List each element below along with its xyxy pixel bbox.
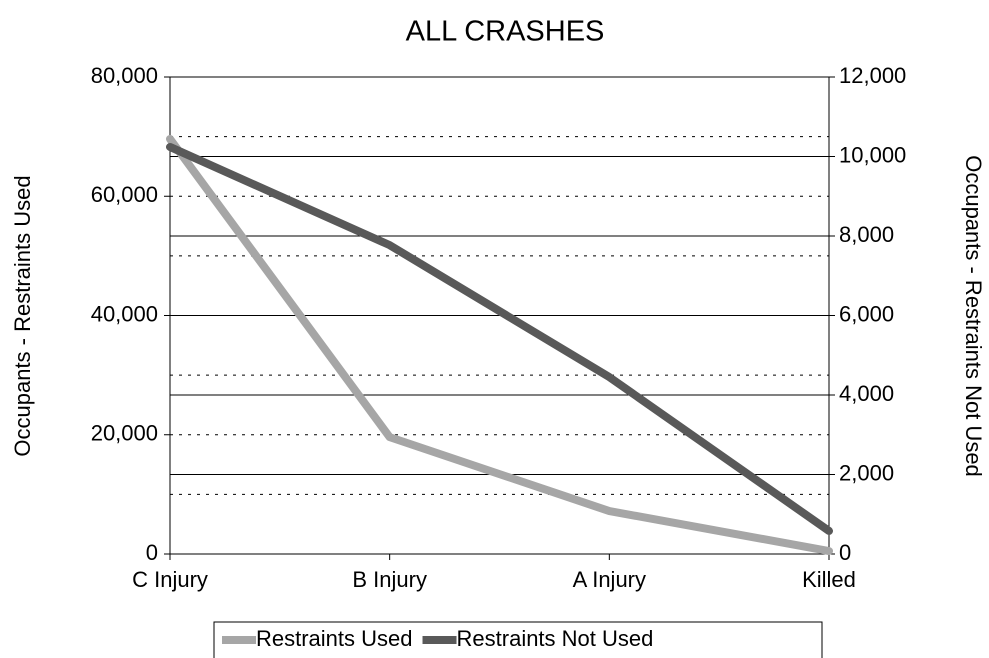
y-tick-label: 0 xyxy=(146,540,158,565)
y2-tick-label: 0 xyxy=(839,540,851,565)
chart-title: ALL CRASHES xyxy=(406,16,605,48)
series-line xyxy=(166,135,833,556)
x-tick-label: A Injury xyxy=(573,567,646,592)
y2-tick-label: 10,000 xyxy=(839,142,906,167)
y2-tick-label: 4,000 xyxy=(839,381,894,406)
y-tick-label: 80,000 xyxy=(91,63,158,88)
y-tick-label: 60,000 xyxy=(91,182,158,207)
plot-frame xyxy=(169,76,830,555)
x-tick-label: B Injury xyxy=(352,567,427,592)
y2-tick-label: 2,000 xyxy=(839,460,894,485)
legend-label: Restraints Used xyxy=(256,626,413,651)
x-tick-label: Killed xyxy=(802,567,856,592)
legend-label: Restraints Not Used xyxy=(457,626,654,651)
y-axis-label: Occupants - Restraints Used xyxy=(10,175,35,456)
y2-axis-label: Occupants - Restraints Not Used xyxy=(961,155,986,477)
y-tick-label: 40,000 xyxy=(91,301,158,326)
y-tick-label: 20,000 xyxy=(91,421,158,446)
y2-tick-label: 6,000 xyxy=(839,301,894,326)
series-line xyxy=(166,142,833,535)
y2-tick-label: 8,000 xyxy=(839,222,894,247)
x-tick-label: C Injury xyxy=(132,567,208,592)
y2-tick-label: 12,000 xyxy=(839,63,906,88)
legend-box xyxy=(213,621,823,658)
